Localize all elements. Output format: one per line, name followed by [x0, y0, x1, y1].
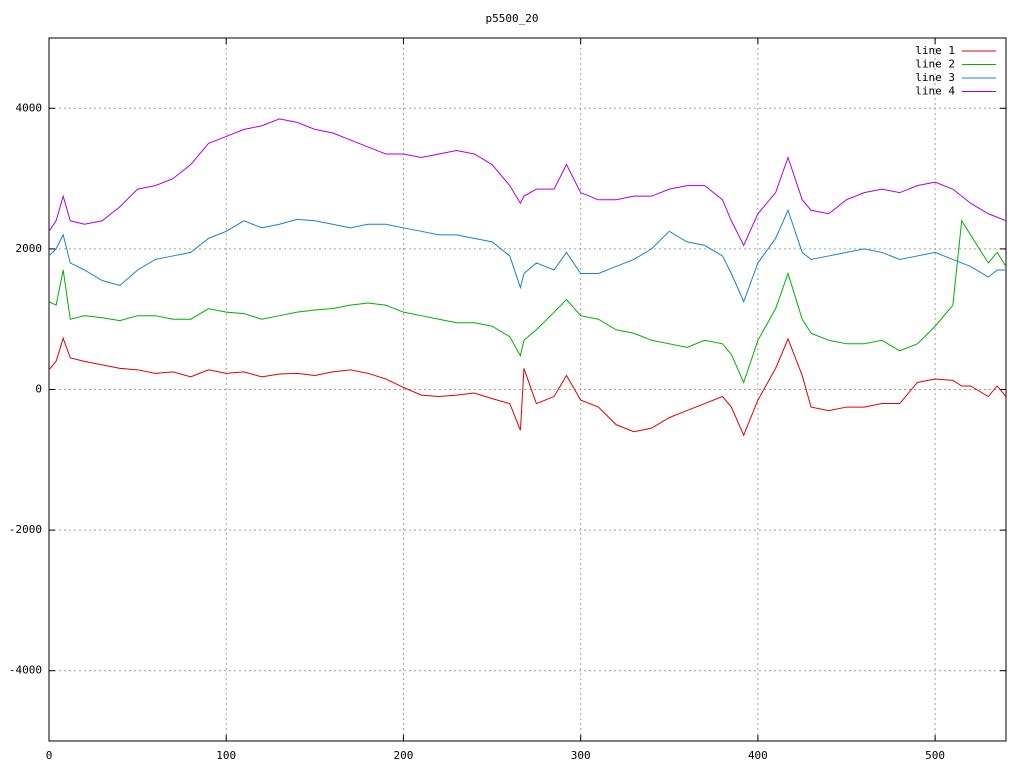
- series-line: [48, 219, 1007, 384]
- y-tick-label: 4000: [16, 101, 43, 114]
- x-tick-label: 500: [925, 749, 945, 762]
- y-tick-label: 2000: [16, 242, 43, 255]
- y-tick-label: 0: [35, 383, 42, 396]
- x-tick-label: 100: [216, 749, 236, 762]
- y-tick-label: -2000: [9, 523, 42, 536]
- legend-label: line 3: [915, 71, 955, 84]
- y-tick-label: -4000: [9, 664, 42, 677]
- series-line: [48, 336, 1007, 437]
- x-tick-label: 200: [394, 749, 414, 762]
- legend-label: line 2: [915, 58, 955, 71]
- x-tick-label: 300: [571, 749, 591, 762]
- x-tick-label: 0: [46, 749, 53, 762]
- legend-label: line 4: [915, 85, 955, 98]
- chart-title: p5500_20: [486, 12, 539, 25]
- series-line: [48, 208, 1006, 303]
- series-line: [48, 118, 1007, 247]
- x-tick-label: 400: [748, 749, 768, 762]
- legend-label: line 1: [915, 44, 955, 57]
- plot-frame: [48, 37, 1007, 742]
